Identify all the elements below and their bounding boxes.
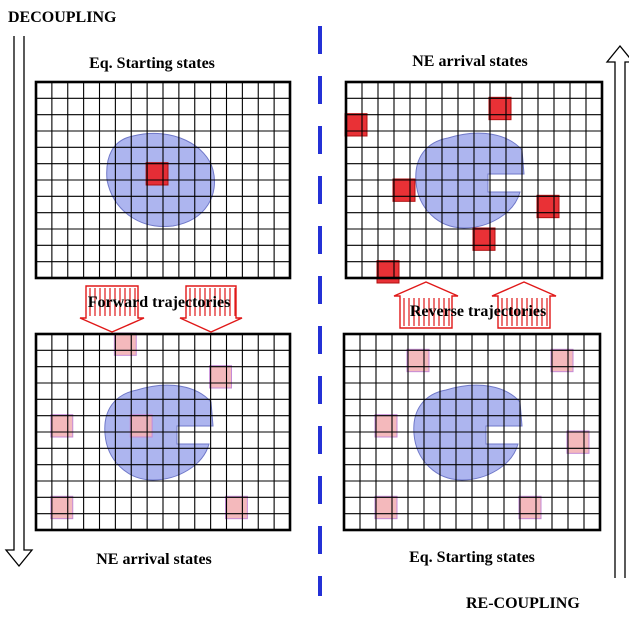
state-grid bbox=[36, 334, 290, 530]
trajectory-state-cell bbox=[225, 495, 248, 520]
bottom-left-title: NE arrival states bbox=[96, 551, 212, 568]
trajectory-state-cell bbox=[129, 414, 153, 438]
trajectory-state-cell bbox=[406, 348, 430, 373]
panel-top-right bbox=[344, 80, 604, 284]
trajectory-state-cell bbox=[374, 495, 398, 520]
arrival-state-cell bbox=[536, 194, 560, 219]
trajectory-state-cell bbox=[50, 414, 74, 438]
state-grid bbox=[344, 334, 600, 530]
configuration-region bbox=[104, 384, 214, 481]
recoupling-arrow bbox=[605, 44, 629, 578]
forward-arrow-right bbox=[179, 285, 243, 333]
trajectory-state-cell bbox=[113, 332, 137, 356]
reverse-arrow-right bbox=[491, 281, 557, 329]
grid-border bbox=[344, 80, 604, 280]
configuration-region bbox=[413, 384, 523, 481]
panel-bottom-right bbox=[342, 332, 602, 532]
trajectory-state-cell bbox=[550, 348, 574, 373]
grid-border bbox=[34, 332, 292, 532]
panel-top-left bbox=[34, 80, 292, 280]
trajectory-state-cell bbox=[518, 495, 542, 520]
state-grid bbox=[36, 82, 290, 278]
forward-trajectory-arrows bbox=[79, 285, 243, 333]
grid-border bbox=[342, 332, 602, 532]
reverse-arrow-left bbox=[393, 281, 459, 329]
bottom-right-title: Eq. Starting states bbox=[409, 549, 535, 566]
trajectory-state-cell bbox=[566, 430, 590, 454]
decoupling-label: DECOUPLING bbox=[8, 9, 117, 26]
top-left-title: Eq. Starting states bbox=[89, 55, 215, 72]
grid-border bbox=[34, 80, 292, 280]
forward-arrow-left bbox=[79, 285, 145, 333]
trajectory-state-cell bbox=[50, 495, 74, 520]
arrival-state-cell bbox=[344, 113, 368, 137]
top-right-title: NE arrival states bbox=[412, 53, 528, 70]
arrival-state-cell bbox=[472, 227, 496, 251]
arrival-state-cell bbox=[145, 162, 169, 186]
arrival-state-cell bbox=[488, 96, 512, 121]
reverse-trajectories-label: Reverse trajectories bbox=[410, 303, 546, 320]
forward-trajectories-label: Forward trajectories bbox=[88, 294, 231, 311]
trajectory-state-cell bbox=[374, 414, 398, 438]
configuration-region bbox=[415, 132, 525, 229]
recoupling-label: RE-COUPLING bbox=[466, 595, 580, 612]
state-grid bbox=[346, 82, 602, 278]
decoupling-arrow bbox=[4, 36, 34, 568]
arrival-state-cell bbox=[376, 260, 400, 284]
trajectory-state-cell bbox=[209, 365, 232, 389]
reverse-trajectory-arrows bbox=[393, 281, 557, 329]
arrival-state-cell bbox=[392, 178, 416, 202]
panel-bottom-left bbox=[34, 332, 292, 532]
